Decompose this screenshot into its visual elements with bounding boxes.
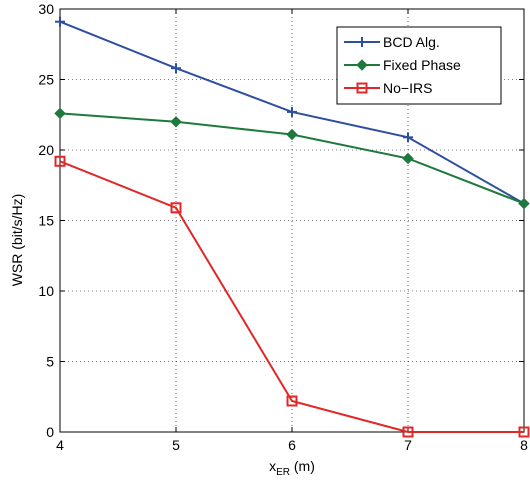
x-tick-label: 4: [56, 437, 64, 453]
data-point-bcd: [171, 63, 181, 74]
data-point-fixed-phase: [170, 116, 182, 128]
legend-marker-symbol-no-irs: [356, 82, 368, 94]
y-axis-label: WSR (bit/s/Hz): [9, 194, 25, 287]
data-point-bcd: [55, 16, 65, 27]
y-tick-label: 0: [46, 424, 54, 440]
data-point-fixed-phase: [402, 152, 414, 165]
data-point-bcd: [287, 106, 297, 117]
data-point-bcd: [403, 132, 413, 143]
data-point-no-irs: [54, 155, 66, 167]
y-tick-label: 5: [46, 354, 54, 370]
legend-marker-symbol-bcd: [357, 37, 367, 47]
data-point-no-irs: [518, 426, 530, 438]
y-tick-label: 10: [38, 283, 54, 299]
legend-label-no-irs: No−IRS: [383, 80, 432, 96]
x-axis-label-subscript: ER: [276, 467, 290, 478]
series-group: [54, 16, 530, 438]
y-tick-label: 15: [38, 213, 54, 229]
legend: BCD Alg. Fixed Phase No−IRS: [336, 26, 502, 105]
legend-marker-fixed-phase: [356, 59, 368, 71]
legend-marker-bcd: [357, 37, 367, 47]
data-point-no-irs: [402, 426, 414, 438]
y-tick-label: 25: [38, 72, 54, 88]
grid-lines: [60, 9, 524, 432]
data-point-no-irs: [286, 395, 298, 407]
x-axis-label: xER (m): [269, 458, 315, 478]
x-tick-label: 6: [288, 437, 296, 453]
data-point-no-irs: [170, 202, 182, 214]
legend-entry-no-irs: No−IRS: [344, 80, 432, 96]
series-line-no-irs: [59, 160, 524, 433]
y-tick-label: 30: [38, 1, 54, 17]
x-tick-label: 5: [172, 437, 180, 453]
data-point-fixed-phase: [518, 197, 530, 210]
series-bcd: [55, 16, 529, 209]
legend-marker-symbol-fixed-phase: [356, 59, 368, 71]
legend-label-bcd: BCD Alg.: [383, 34, 440, 50]
data-point-fixed-phase: [54, 107, 66, 120]
legend-label-fixed-phase: Fixed Phase: [383, 57, 461, 73]
x-tick-label: 8: [520, 437, 528, 453]
x-tick-label: 7: [404, 437, 412, 453]
legend-entry-bcd: BCD Alg.: [344, 34, 440, 50]
legend-entry-fixed-phase: Fixed Phase: [344, 57, 461, 73]
legend-marker-no-irs: [356, 82, 368, 94]
axis-ticks: 4 5 6 7 8 0 5 10 15 20 25 30: [38, 1, 528, 453]
data-point-fixed-phase: [286, 128, 298, 141]
y-tick-label: 20: [38, 142, 54, 158]
x-axis-label-unit: (m): [290, 458, 315, 474]
x-axis-label-main: x: [269, 458, 276, 474]
series-no-irs: [54, 155, 530, 438]
series-fixed-phase: [54, 107, 530, 210]
